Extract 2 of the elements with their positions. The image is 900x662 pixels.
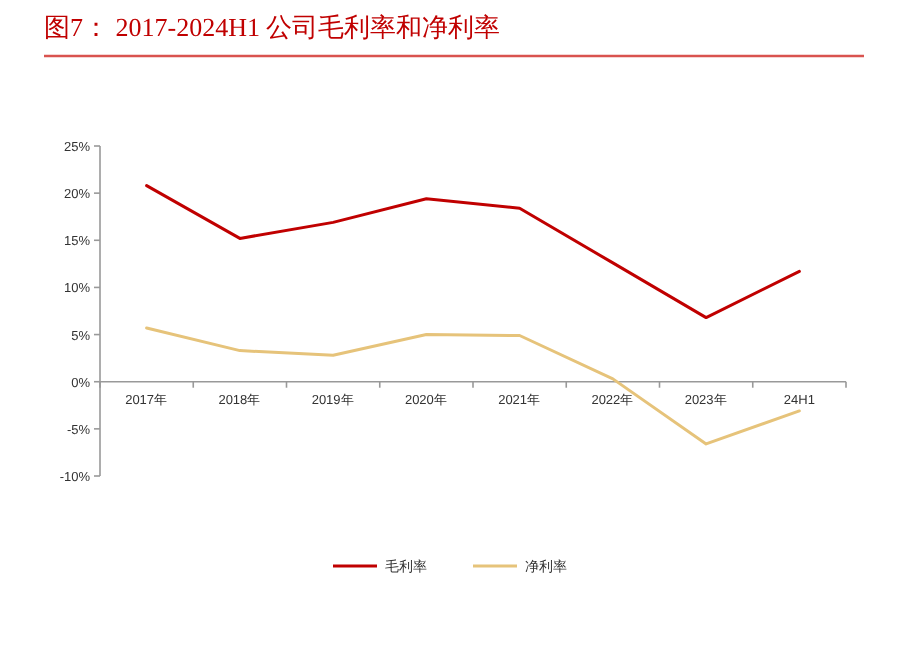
title: 图7： 2017-2024H1 公司毛利率和净利率 xyxy=(44,12,501,42)
line-series xyxy=(145,184,801,320)
